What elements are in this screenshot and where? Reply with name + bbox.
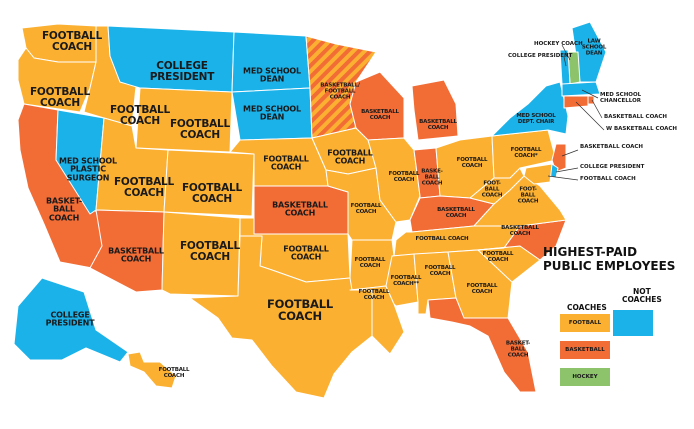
state-label-sc: FOOTBALL COACH [482,251,514,263]
state-nm [161,211,241,297]
title-line-1: HIGHEST-PAID [543,245,638,259]
side-label-de: COLLEGE PRESIDENT [580,164,645,170]
state-label-mn: BASKETBALL/ FOOTBALL COACH [320,82,360,100]
state-label-tn: FOOTBALL COACH [415,236,469,243]
leader-line-nj [561,149,579,157]
leader-line-md [547,175,579,181]
side-label-ri: BASKETBALL COACH [604,114,668,120]
state-ny [491,81,569,137]
state-label-nv: MED SCHOOL PLASTIC SURGEON [59,156,117,183]
legend-hockey-label: HOCKEY [572,374,598,380]
legend-basketball-swatch: BASKETBALL [560,341,610,359]
state-label-mi: BASKETBALL COACH [419,119,457,131]
state-label-nd: MED SCHOOL DEAN [243,66,301,84]
side-label-nh: HOCKEY COACH [534,41,583,47]
state-label-ia: FOOTBALL COACH [327,148,373,166]
state-label-nc: BASKETBALL COACH [501,225,539,237]
legend-football-label: FOOTBALL [568,320,602,326]
state-label-az: BASKETBALL COACH [108,246,164,264]
state-label-co: FOOTBALL COACH [181,181,243,205]
state-label-oh: FOOTBALL COACH [456,157,488,169]
side-label-ct: W BASKETBALL COACH [606,126,677,132]
state-label-hi: FOOTBALL COACH [158,367,190,379]
title-line-2: PUBLIC EMPLOYEES [543,258,676,273]
state-fl [427,297,537,393]
state-label-wy: FOOTBALL COACH [169,117,231,141]
state-label-ny: MED SCHOOL DEPT. CHAIR [516,113,556,125]
state-ri [587,95,595,105]
state-label-wa: FOOTBALL COACH [41,29,103,53]
state-mi [411,79,459,141]
state-hi [127,351,177,389]
state-label-or: FOOTBALL COACH [29,85,91,109]
state-co [163,149,255,217]
leader-line-nh [561,44,571,61]
leader-line-ct [575,101,605,131]
legend-hockey-swatch: HOCKEY [560,368,610,386]
state-label-me: LAW SCHOOL DEAN [581,38,607,56]
state-nv [55,109,105,215]
state-nj [551,143,567,173]
legend-football-swatch: FOOTBALL [560,314,610,332]
leader-line-ri [591,99,603,119]
state-label-va: FOOT- BALL COACH [517,186,539,204]
side-label-vt: COLLEGE PRESIDENT [508,53,573,59]
state-ak [13,277,129,363]
state-md [523,163,553,185]
state-label-pa: FOOTBALL COACH* [510,147,542,159]
leader-line-ma [581,89,599,99]
side-label-md: FOOTBALL COACH [580,176,636,182]
state-label-ca: BASKET- BALL COACH [46,196,82,223]
legend-not-coaches-header: NOT COACHES [622,287,662,304]
state-label-al: FOOTBALL COACH [424,265,456,277]
state-label-wv: FOOT- BALL COACH [481,180,503,198]
legend-not-coaches-swatch [613,310,653,336]
map-title: HIGHEST-PAID PUBLIC EMPLOYEES [543,245,683,274]
leader-line-vt [563,56,567,67]
state-label-id: FOOTBALL COACH [109,103,171,127]
side-label-nj: BASKETBALL COACH [580,144,644,150]
side-label-ma: MED SCHOOL CHANCELLOR [600,92,642,104]
state-label-mt: COLLEGE PRESIDENT [149,59,215,83]
state-label-ks: BASKETBALL COACH [272,200,328,218]
state-label-ms: FOOTBALL COACH** [390,275,422,287]
state-label-ak: COLLEGE PRESIDENT [45,310,95,328]
state-label-ga: FOOTBALL COACH [466,283,498,295]
state-label-il: FOOTBALL COACH [388,171,420,183]
state-label-wi: BASKETBALL COACH [361,109,399,121]
state-label-tx: FOOTBALL COACH [267,296,333,323]
state-label-ar: FOOTBALL COACH [354,257,386,269]
state-label-la: FOOTBALL COACH [358,289,390,301]
state-label-ne: FOOTBALL COACH [263,154,309,172]
state-label-nm: FOOTBALL COACH [179,239,241,263]
state-label-mo: FOOTBALL COACH [350,203,382,215]
state-ma [561,81,601,97]
state-label-in: BASKE- BALL COACH [421,168,443,186]
leader-line-de [555,167,579,173]
legend-basketball-label: BASKETBALL [565,347,605,353]
state-label-ok: FOOTBALL COACH [283,244,329,262]
state-or [17,47,97,113]
state-label-ky: BASKETBALL COACH [437,207,475,219]
legend-coaches-header: COACHES [567,303,607,312]
state-label-sd: MED SCHOOL DEAN [243,104,301,122]
state-tx [189,235,373,399]
state-label-fl: BASKET- BALL COACH [505,340,531,358]
state-label-ut: FOOTBALL COACH [113,175,175,199]
